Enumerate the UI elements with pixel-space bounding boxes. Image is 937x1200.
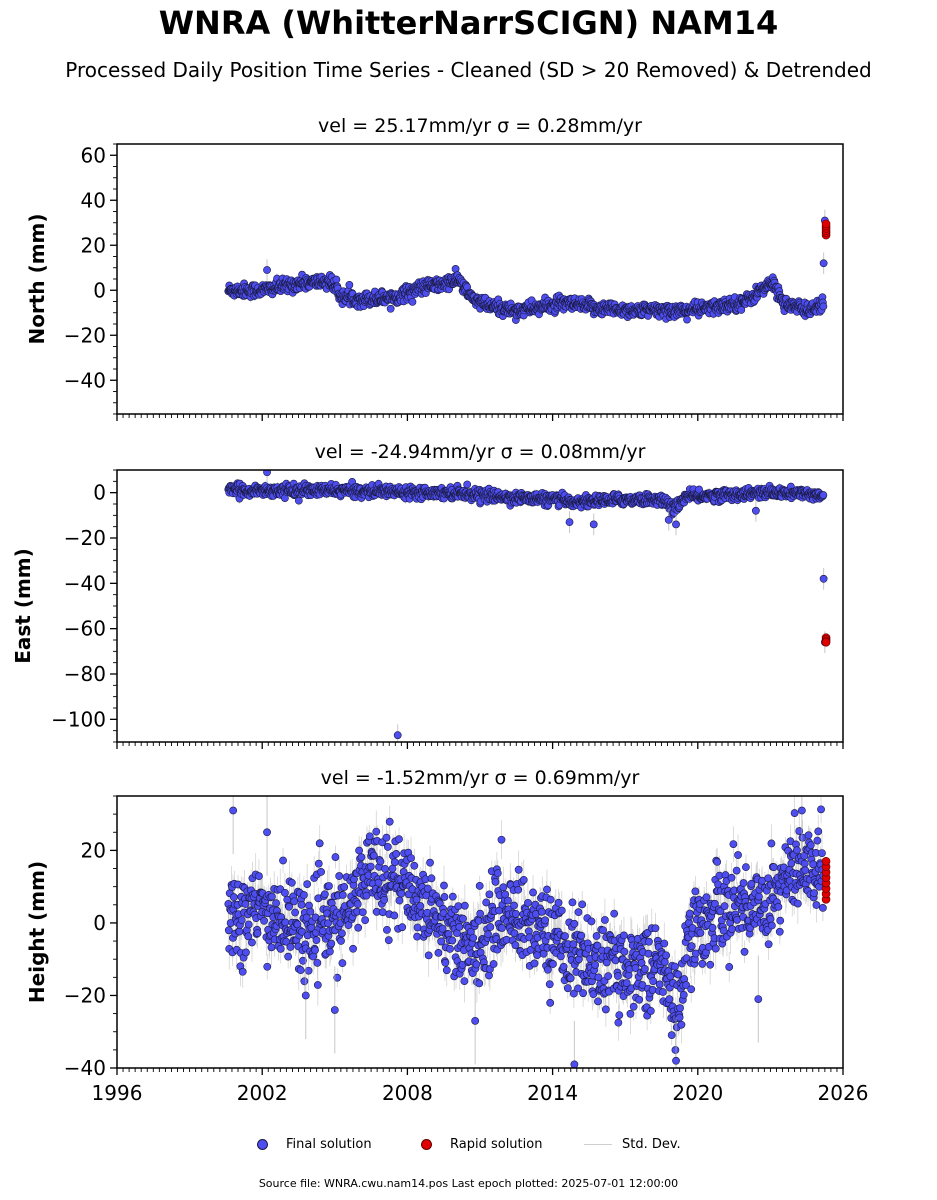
- final-solution-points: [224, 470, 829, 742]
- final-point: [345, 281, 354, 289]
- final-point: [819, 302, 828, 311]
- y-tick-label: −40: [64, 368, 106, 392]
- final-point: [819, 259, 828, 268]
- y-tick-label: 40: [81, 188, 106, 212]
- final-point: [332, 275, 341, 284]
- axes-frame: [116, 143, 844, 415]
- panel-title: vel = 25.17mm/yr σ = 0.28mm/yr: [318, 115, 642, 137]
- final-point: [683, 315, 691, 324]
- final-solution-points: [224, 209, 829, 324]
- y-tick-label: 0: [93, 278, 106, 302]
- final-point: [386, 304, 395, 313]
- y-tick-label: −20: [64, 323, 106, 347]
- final-point: [408, 297, 417, 306]
- x-ticks: [116, 414, 844, 421]
- plot-area: [224, 470, 831, 742]
- y-ticks: [110, 143, 117, 415]
- y-tick-label: 20: [81, 233, 106, 257]
- plot-area: [224, 209, 831, 324]
- final-point: [737, 306, 746, 314]
- final-point: [294, 496, 303, 505]
- panel-1: 60 40 20 0 −20 −40 vel = 25.17mm/yr σ = 0.28mm…: [25, 115, 844, 421]
- rapid-solution-points: [821, 219, 831, 240]
- figure-subtitle: Processed Daily Position Time Series - C…: [65, 58, 872, 82]
- y-axis-label: North (mm): [25, 213, 49, 344]
- rapid-point: [821, 219, 831, 229]
- figure-title: WNRA (WhitterNarrSCIGN) NAM14: [158, 4, 779, 42]
- final-point: [463, 480, 472, 489]
- final-point: [263, 266, 271, 274]
- y-tick-label: 60: [81, 143, 106, 167]
